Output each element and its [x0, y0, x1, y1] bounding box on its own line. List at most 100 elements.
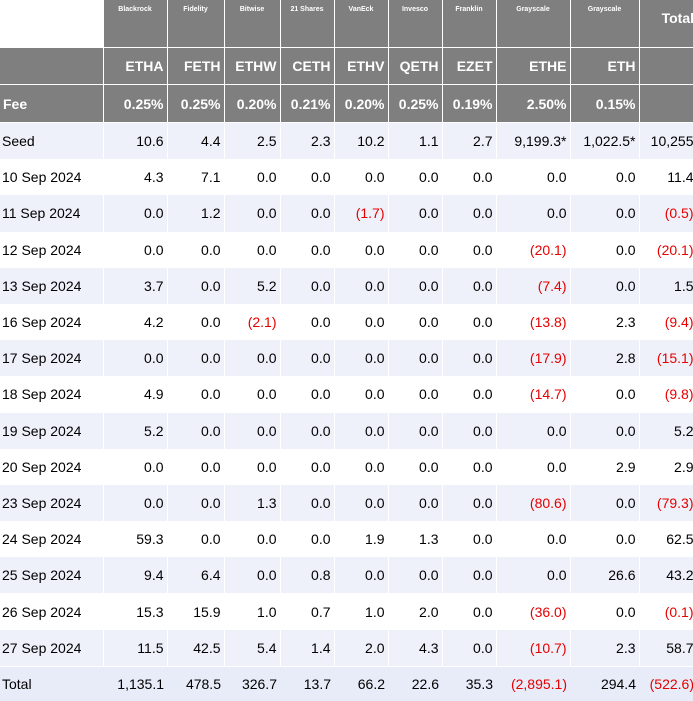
- flow-cell: 0.0: [103, 231, 168, 268]
- flow-cell: 0.0: [570, 195, 640, 232]
- flow-cell: 10.6: [103, 122, 168, 160]
- row-label: 13 Sep 2024: [0, 267, 104, 304]
- flow-cell: 0.0: [388, 448, 443, 485]
- total-cell: (522.6): [639, 665, 693, 701]
- flow-cell: (17.9): [496, 340, 571, 377]
- total-cell: 22.6: [388, 665, 442, 701]
- row-label: 17 Sep 2024: [0, 340, 104, 377]
- row-label: 25 Sep 2024: [0, 557, 104, 594]
- flow-cell: 0.0: [570, 159, 640, 196]
- flow-cell: (36.0): [496, 593, 571, 630]
- total-row-label: Total: [0, 665, 103, 701]
- issuer-header: Invesco: [388, 0, 443, 48]
- flow-cell: 4.4: [167, 122, 225, 160]
- table-row: 13 Sep 2024 3.7 0.0 5.2 0.0 0.0 0.0 0.0 (7.4) 0.0…: [0, 267, 693, 304]
- flow-cell: 0.0: [496, 557, 571, 594]
- flow-cell: 2.8: [570, 340, 640, 377]
- flow-cell: 0.0: [334, 412, 389, 449]
- flow-cell: 0.0: [570, 484, 640, 522]
- flow-cell: 0.0: [103, 195, 168, 232]
- flow-cell: 11.4: [639, 159, 693, 196]
- flow-cell: 0.0: [442, 303, 497, 341]
- flow-cell: 0.7: [280, 593, 335, 630]
- flow-cell: 0.0: [570, 521, 640, 558]
- table-row: 10 Sep 2024 4.3 7.1 0.0 0.0 0.0 0.0 0.0 0.0 0.0 11…: [0, 159, 693, 196]
- total-column-header: Total: [639, 0, 693, 48]
- flow-cell: 0.0: [224, 195, 281, 232]
- flow-cell: 4.3: [388, 629, 443, 667]
- flow-cell: 0.0: [334, 376, 389, 413]
- flow-cell: 2.0: [388, 593, 443, 630]
- flow-cell: 0.8: [280, 557, 335, 594]
- flow-cell: (9.4): [639, 303, 693, 341]
- flow-cell: 0.0: [334, 448, 389, 485]
- flow-cell: 0.0: [167, 448, 225, 485]
- table-body: Seed 10.6 4.4 2.5 2.3 10.2 1.1 2.7 9,199.3* 1,022…: [0, 122, 693, 667]
- flow-cell: 0.0: [442, 376, 497, 413]
- issuer-header: Franklin: [442, 0, 497, 48]
- issuer-header: Fidelity: [167, 0, 225, 48]
- fee-value: 0.15%: [570, 84, 640, 123]
- total-cell: 326.7: [224, 665, 280, 701]
- flow-cell: 0.0: [280, 484, 335, 522]
- issuer-header-row: Blackrock Fidelity Bitwise 21 Shares Van…: [0, 0, 693, 48]
- row-label: 19 Sep 2024: [0, 412, 104, 449]
- table-row: Seed 10.6 4.4 2.5 2.3 10.2 1.1 2.7 9,199.3* 1,022…: [0, 122, 693, 160]
- flow-cell: 5.4: [224, 629, 281, 667]
- flow-cell: 0.0: [334, 484, 389, 522]
- flow-cell: 2.5: [224, 122, 281, 160]
- flow-cell: 0.0: [280, 376, 335, 413]
- flow-cell: 0.0: [442, 448, 497, 485]
- flow-cell: (0.1): [639, 593, 693, 630]
- total-cell: 1,135.1: [103, 665, 167, 701]
- flow-cell: 3.7: [103, 267, 168, 304]
- flow-cell: 0.0: [570, 267, 640, 304]
- total-cell: (2,895.1): [496, 665, 570, 701]
- row-label: 27 Sep 2024: [0, 629, 104, 667]
- flow-cell: (20.1): [639, 231, 693, 268]
- flow-cell: 0.0: [224, 340, 281, 377]
- flow-cell: 1,022.5*: [570, 122, 640, 160]
- flow-cell: 9,199.3*: [496, 122, 571, 160]
- flow-cell: 0.0: [442, 557, 497, 594]
- flow-cell: 5.2: [639, 412, 693, 449]
- flow-cell: 0.0: [224, 376, 281, 413]
- ticker-header: ETH: [570, 47, 640, 85]
- flow-cell: 0.0: [496, 448, 571, 485]
- flow-cell: 26.6: [570, 557, 640, 594]
- flow-cell: 0.0: [388, 557, 443, 594]
- row-label: Seed: [0, 122, 104, 160]
- flow-cell: 10,255: [639, 122, 693, 160]
- flow-cell: 0.0: [103, 448, 168, 485]
- flow-cell: 1.1: [388, 122, 443, 160]
- flow-cell: 2.3: [570, 303, 640, 341]
- flow-cell: 0.0: [224, 557, 281, 594]
- flow-cell: 0.0: [224, 231, 281, 268]
- row-label: 10 Sep 2024: [0, 159, 104, 196]
- flow-cell: (14.7): [496, 376, 571, 413]
- row-label: 11 Sep 2024: [0, 195, 104, 232]
- flow-cell: 0.0: [388, 340, 443, 377]
- flow-cell: 0.0: [280, 340, 335, 377]
- issuer-header: VanEck: [334, 0, 389, 48]
- ticker-total-cell: [639, 47, 693, 85]
- issuer-header: Blackrock: [103, 0, 168, 48]
- flow-cell: 0.0: [167, 231, 225, 268]
- flow-cell: 1.3: [388, 521, 443, 558]
- flow-cell: 0.0: [442, 521, 497, 558]
- flow-cell: 0.0: [280, 231, 335, 268]
- flow-cell: 0.0: [334, 303, 389, 341]
- flow-cell: 1.0: [224, 593, 281, 630]
- table-row: 17 Sep 2024 0.0 0.0 0.0 0.0 0.0 0.0 0.0 (17.9) 2.…: [0, 340, 693, 377]
- total-cell: 35.3: [442, 665, 496, 701]
- flow-cell: 58.7: [639, 629, 693, 667]
- flow-cell: 7.1: [167, 159, 225, 196]
- row-label: 20 Sep 2024: [0, 448, 104, 485]
- flow-cell: 0.0: [496, 195, 571, 232]
- flow-cell: 0.0: [280, 195, 335, 232]
- table-row: 18 Sep 2024 4.9 0.0 0.0 0.0 0.0 0.0 0.0 (14.7) 0.…: [0, 376, 693, 413]
- fee-value: 0.20%: [334, 84, 389, 123]
- flow-cell: 0.0: [442, 267, 497, 304]
- fee-value: 2.50%: [496, 84, 571, 123]
